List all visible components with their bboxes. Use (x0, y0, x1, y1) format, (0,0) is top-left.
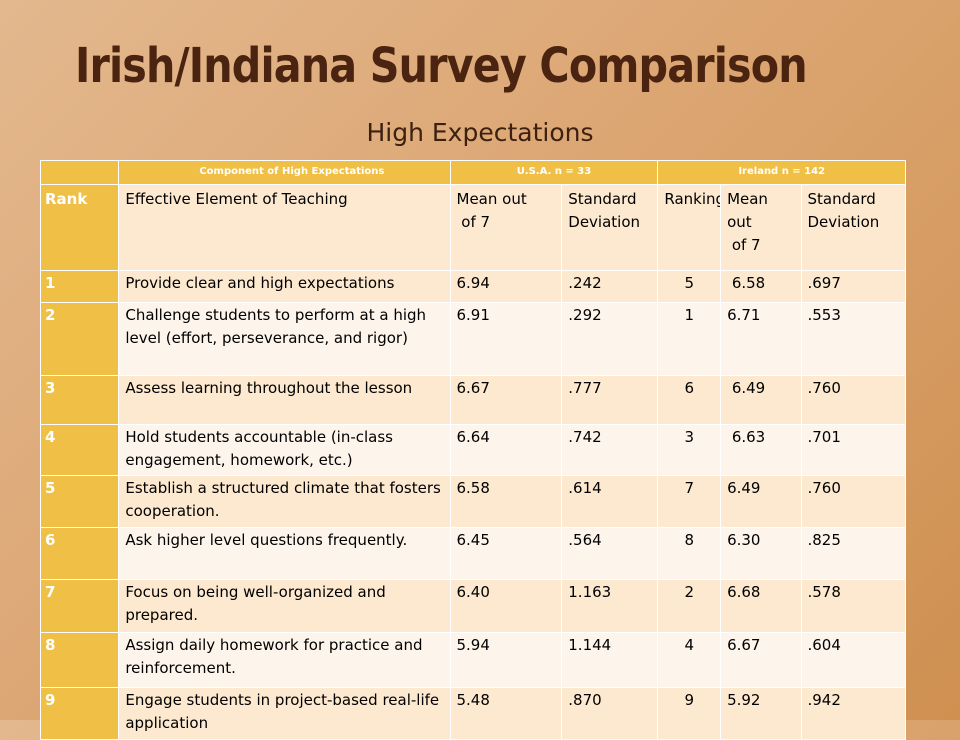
row-ireland-mean: 6.63 (720, 424, 802, 476)
column-header-ireland-mean-line1: Mean (727, 190, 768, 208)
row-ireland-mean: 6.49 (720, 375, 802, 425)
row-ireland-mean: 6.49 (720, 475, 802, 528)
row-element: Challenge students to perform at a high … (118, 302, 451, 376)
table-row: 5 Establish a structured climate that fo… (39, 475, 906, 528)
table-row: 7 Focus on being well-organized and prep… (39, 579, 906, 633)
row-ireland-mean: 6.71 (720, 302, 802, 376)
table-row: 1 Provide clear and high expectations 6.… (39, 270, 906, 303)
row-usa-mean: 6.91 (449, 302, 563, 376)
row-ireland-ranking: 3 (657, 424, 722, 476)
row-usa-sd: .614 (561, 475, 659, 528)
row-usa-mean: 6.64 (449, 424, 563, 476)
survey-comparison-table: Component of High Expectations U.S.A. n … (39, 160, 906, 740)
table-row: 8 Assign daily homework for practice and… (39, 632, 906, 688)
row-element: Assess learning throughout the lesson (118, 375, 451, 425)
row-element: Provide clear and high expectations (118, 270, 451, 303)
page-title: Irish/Indiana Survey Comparison (75, 38, 808, 94)
column-header-element: Effective Element of Teaching (118, 184, 451, 271)
column-header-ranking: Ranking (657, 184, 722, 271)
row-usa-sd: .292 (561, 302, 659, 376)
row-ireland-sd: .578 (800, 579, 906, 633)
row-element: Hold students accountable (in-class enga… (118, 424, 451, 476)
row-ireland-ranking: 2 (657, 579, 722, 633)
row-element: Focus on being well-organized and prepar… (118, 579, 451, 633)
row-ireland-sd: .825 (800, 527, 906, 580)
row-ireland-ranking: 7 (657, 475, 722, 528)
row-element: Engage students in project-based real-li… (118, 687, 451, 740)
row-ireland-mean: 6.68 (720, 579, 802, 633)
row-rank: 7 (39, 579, 120, 633)
group-header-ireland: Ireland n = 142 (657, 160, 906, 185)
column-header-ireland-sd: Standard Deviation (800, 184, 906, 271)
row-element: Establish a structured climate that fost… (118, 475, 451, 528)
row-element: Ask higher level questions frequently. (118, 527, 451, 580)
row-usa-mean: 6.67 (449, 375, 563, 425)
row-rank: 3 (39, 375, 120, 425)
row-usa-sd: .242 (561, 270, 659, 303)
row-ireland-mean: 6.58 (720, 270, 802, 303)
row-ireland-ranking: 1 (657, 302, 722, 376)
row-rank: 5 (39, 475, 120, 528)
row-rank: 8 (39, 632, 120, 688)
row-rank: 1 (39, 270, 120, 303)
row-ireland-ranking: 8 (657, 527, 722, 580)
row-ireland-sd: .942 (800, 687, 906, 740)
column-header-usa-sd-line2: Deviation (568, 213, 641, 231)
row-usa-sd: .564 (561, 527, 659, 580)
group-header-row: Component of High Expectations U.S.A. n … (39, 160, 906, 185)
row-rank: 9 (39, 687, 120, 740)
column-header-ireland-mean-line3: of 7 (727, 236, 761, 254)
table-row: 3 Assess learning throughout the lesson … (39, 375, 906, 425)
table-subtitle: High Expectations (366, 118, 594, 147)
table-row: 4 Hold students accountable (in-class en… (39, 424, 906, 476)
row-ireland-sd: .760 (800, 475, 906, 528)
row-ireland-mean: 6.67 (720, 632, 802, 688)
row-usa-sd: .870 (561, 687, 659, 740)
column-header-ireland-sd-line1: Standard (807, 190, 876, 208)
column-header-usa-sd: Standard Deviation (561, 184, 659, 271)
row-ireland-sd: .553 (800, 302, 906, 376)
row-usa-mean: 6.40 (449, 579, 563, 633)
row-usa-mean: 5.48 (449, 687, 563, 740)
row-rank: 2 (39, 302, 120, 376)
row-ireland-ranking: 5 (657, 270, 722, 303)
row-usa-sd: 1.163 (561, 579, 659, 633)
row-element: Assign daily homework for practice and r… (118, 632, 451, 688)
row-ireland-ranking: 6 (657, 375, 722, 425)
row-ireland-sd: .760 (800, 375, 906, 425)
column-header-ireland-mean: Mean out of 7 (720, 184, 802, 271)
row-usa-sd: .777 (561, 375, 659, 425)
column-header-ireland-mean-line2: out (727, 213, 752, 231)
row-rank: 4 (39, 424, 120, 476)
column-header-rank: Rank (39, 184, 120, 271)
table-row: 9 Engage students in project-based real-… (39, 687, 906, 740)
column-header-usa-sd-line1: Standard (568, 190, 637, 208)
row-ireland-sd: .697 (800, 270, 906, 303)
table-row: 6 Ask higher level questions frequently.… (39, 527, 906, 580)
row-ireland-mean: 5.92 (720, 687, 802, 740)
row-usa-mean: 6.58 (449, 475, 563, 528)
table-row: 2 Challenge students to perform at a hig… (39, 302, 906, 376)
row-ireland-mean: 6.30 (720, 527, 802, 580)
row-usa-mean: 5.94 (449, 632, 563, 688)
group-header-usa: U.S.A. n = 33 (449, 160, 659, 185)
column-header-usa-mean: Mean out of 7 (449, 184, 563, 271)
row-ireland-sd: .701 (800, 424, 906, 476)
group-header-spacer (39, 160, 120, 185)
row-ireland-ranking: 9 (657, 687, 722, 740)
row-ireland-ranking: 4 (657, 632, 722, 688)
column-header-usa-mean-line1: Mean out (456, 190, 527, 208)
row-ireland-sd: .604 (800, 632, 906, 688)
row-usa-mean: 6.94 (449, 270, 563, 303)
row-usa-sd: 1.144 (561, 632, 659, 688)
row-rank: 6 (39, 527, 120, 580)
column-header-row: Rank Effective Element of Teaching Mean … (39, 184, 906, 271)
column-header-usa-mean-line2: of 7 (456, 213, 491, 231)
row-usa-sd: .742 (561, 424, 659, 476)
group-header-component: Component of High Expectations (118, 160, 451, 185)
row-usa-mean: 6.45 (449, 527, 563, 580)
column-header-ireland-sd-line2: Deviation (807, 213, 880, 231)
